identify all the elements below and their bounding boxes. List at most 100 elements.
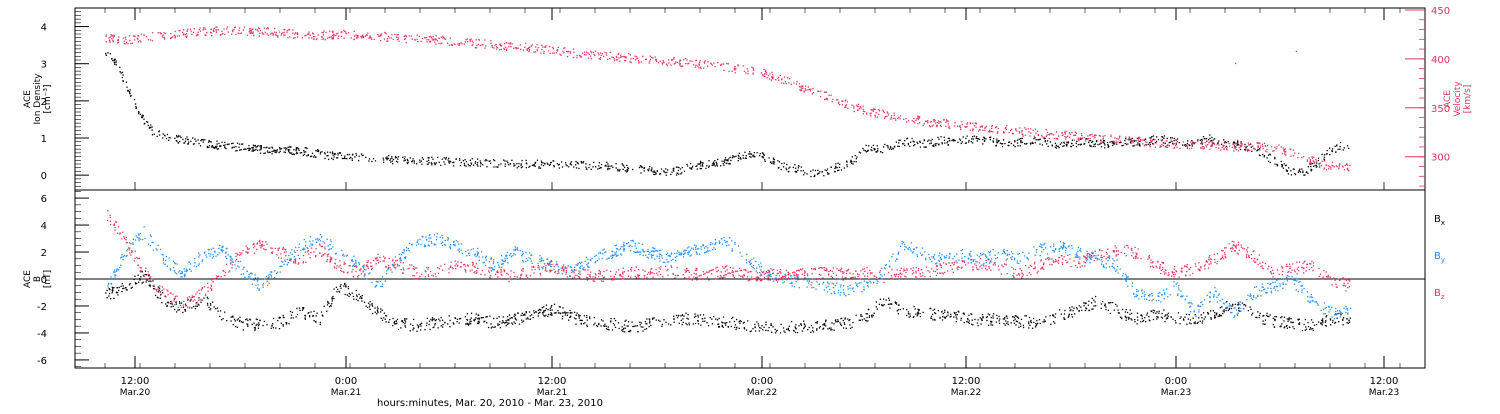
- bx-point: [1342, 324, 1343, 325]
- bx-point: [1085, 307, 1086, 308]
- density-point: [557, 163, 558, 164]
- velocity-point: [668, 62, 669, 63]
- velocity-point: [1075, 135, 1076, 136]
- velocity-point: [239, 27, 240, 28]
- bx-point: [888, 304, 889, 305]
- density-point: [477, 158, 478, 159]
- density-point: [255, 146, 256, 147]
- bx-point: [551, 313, 552, 314]
- density-point: [179, 141, 180, 142]
- bx-point: [1210, 317, 1211, 318]
- velocity-point: [1037, 131, 1038, 132]
- top-y2-label-line: Velocity: [1453, 81, 1463, 117]
- velocity-point: [232, 31, 233, 32]
- velocity-point: [1028, 128, 1029, 129]
- bx-point: [547, 309, 548, 310]
- velocity-point: [860, 107, 861, 108]
- velocity-point: [312, 32, 313, 33]
- bx-point: [871, 316, 872, 317]
- bx-point: [829, 328, 830, 329]
- bx-point: [432, 317, 433, 318]
- by-point: [681, 254, 682, 255]
- bx-point: [1287, 328, 1288, 329]
- by-point: [428, 237, 429, 238]
- velocity-point: [433, 39, 434, 40]
- by-point: [458, 250, 459, 251]
- by-point: [1116, 269, 1117, 270]
- velocity-point: [573, 48, 574, 49]
- bx-point: [726, 322, 727, 323]
- by-point: [539, 255, 540, 256]
- velocity-point: [629, 61, 630, 62]
- density-point: [760, 153, 761, 154]
- bx-point: [376, 313, 377, 314]
- velocity-point: [495, 44, 496, 45]
- velocity-point: [625, 60, 626, 61]
- velocity-point: [1163, 145, 1164, 146]
- bx-point: [644, 329, 645, 330]
- bx-point: [116, 287, 117, 288]
- bx-point: [943, 313, 944, 314]
- bx-point: [768, 327, 769, 328]
- density-point: [445, 157, 446, 158]
- velocity-point: [1035, 129, 1036, 130]
- bx-point: [577, 312, 578, 313]
- bx-point: [1273, 318, 1274, 319]
- velocity-point: [1218, 144, 1219, 145]
- density-point: [955, 140, 956, 141]
- bx-point: [507, 316, 508, 317]
- bx-point: [295, 316, 296, 317]
- velocity-point: [125, 38, 126, 39]
- bx-point: [1249, 307, 1250, 308]
- density-point: [1288, 173, 1289, 174]
- velocity-point: [894, 115, 895, 116]
- density-point: [547, 164, 548, 165]
- density-point: [1167, 138, 1168, 139]
- velocity-point: [267, 27, 268, 28]
- velocity-point: [762, 75, 763, 76]
- density-point: [1062, 146, 1063, 147]
- bx-point: [505, 322, 506, 323]
- bx-point: [1195, 314, 1196, 315]
- bx-point: [833, 323, 834, 324]
- density-point: [1050, 141, 1051, 142]
- by-point: [331, 248, 332, 249]
- velocity-point: [1074, 139, 1075, 140]
- velocity-point: [862, 106, 863, 107]
- bx-point: [1330, 319, 1331, 320]
- bx-point: [942, 316, 943, 317]
- velocity-point: [752, 73, 753, 74]
- density-point: [208, 140, 209, 141]
- by-point: [1115, 271, 1116, 272]
- bx-point: [1005, 324, 1006, 325]
- bx-point: [1286, 325, 1287, 326]
- velocity-point: [884, 112, 885, 113]
- density-point: [1246, 146, 1247, 147]
- velocity-point: [396, 37, 397, 38]
- density-point: [296, 153, 297, 154]
- bx-point: [694, 317, 695, 318]
- bx-point: [459, 318, 460, 319]
- bx-point: [812, 327, 813, 328]
- velocity-point: [1057, 138, 1058, 139]
- bx-point: [944, 310, 945, 311]
- density-point: [204, 139, 205, 140]
- velocity-point: [199, 29, 200, 30]
- bx-point: [508, 319, 509, 320]
- bx-point: [108, 295, 109, 296]
- by-point: [722, 244, 723, 245]
- density-point: [200, 140, 201, 141]
- velocity-point: [886, 116, 887, 117]
- by-point: [784, 281, 785, 282]
- by-point: [647, 257, 648, 258]
- velocity-point: [875, 116, 876, 117]
- bx-point: [661, 326, 662, 327]
- velocity-point: [946, 119, 947, 120]
- density-point: [1240, 149, 1241, 150]
- velocity-point: [646, 59, 647, 60]
- bx-point: [252, 324, 253, 325]
- velocity-point: [505, 47, 506, 48]
- by-point: [667, 253, 668, 254]
- bx-point: [418, 327, 419, 328]
- bx-point: [447, 323, 448, 324]
